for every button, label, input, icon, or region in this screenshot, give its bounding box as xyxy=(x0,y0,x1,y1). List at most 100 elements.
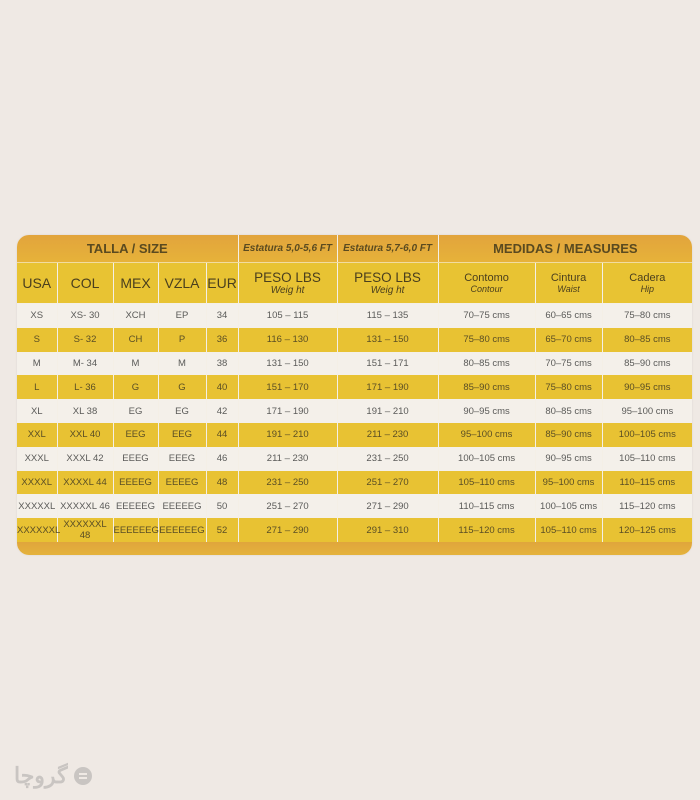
table-cell: 100–105 cms xyxy=(602,422,692,447)
table-cell: 291 – 310 xyxy=(337,518,439,542)
table-cell: 110–115 cms xyxy=(438,494,536,519)
column-sublabel: Waist xyxy=(557,284,580,294)
table-row: XXXXL XXXXL 44 EEEEG EEEEG 48 231 – 250 251 – … xyxy=(17,470,692,495)
column-label: VZLA xyxy=(164,275,200,291)
table-cell: 95–100 cms xyxy=(602,399,692,423)
table-cell: 120–125 cms xyxy=(602,518,692,542)
table-cell: 38 xyxy=(206,351,239,376)
table-row: M M- 34 M M 38 131 – 150 151 – 171 80–85 cms 70–… xyxy=(17,351,692,376)
bottom-band xyxy=(17,541,692,555)
table-cell: 80–85 cms xyxy=(438,351,536,376)
table-cell: 191 – 210 xyxy=(238,422,338,447)
table-cell: EEEEEG xyxy=(113,494,159,519)
table-cell: P xyxy=(158,327,207,352)
table-cell: 34 xyxy=(206,303,239,328)
table-cell: 116 – 130 xyxy=(238,327,338,352)
table-cell: EEEEEEG xyxy=(113,518,159,542)
size-table: TALLA / SIZE Estatura 5,0-5,6 FT Estatur… xyxy=(17,235,692,542)
column-header: Cintura Waist xyxy=(535,262,603,304)
table-cell: M- 34 xyxy=(57,351,114,376)
table-cell: 115 – 135 xyxy=(337,303,439,328)
table-cell: EG xyxy=(113,399,159,423)
table-cell: 100–105 cms xyxy=(535,494,603,519)
table-cell: 75–80 cms xyxy=(438,327,536,352)
table-cell: 105–110 cms xyxy=(602,446,692,471)
table-cell: 115–120 cms xyxy=(602,494,692,519)
talla-size-header: TALLA / SIZE xyxy=(17,235,239,263)
table-cell: 65–70 cms xyxy=(535,327,603,352)
table-cell: S xyxy=(17,327,58,352)
table-row: S S- 32 CH P 36 116 – 130 131 – 150 75–80 cms 65… xyxy=(17,327,692,352)
table-cell: 95–100 cms xyxy=(438,422,536,447)
table-cell: EEEG xyxy=(113,446,159,471)
table-cell: XL xyxy=(17,399,58,423)
column-header: Contomo Contour xyxy=(438,262,536,304)
column-label: EUR xyxy=(207,275,237,291)
table-cell: 171 – 190 xyxy=(238,399,338,423)
column-label: Cintura xyxy=(550,272,587,284)
table-cell: 80–85 cms xyxy=(535,399,603,423)
table-cell: 271 – 290 xyxy=(337,494,439,519)
estatura-2-header: Estatura 5,7-6,0 FT xyxy=(337,235,439,263)
column-label: PESO LBS xyxy=(254,270,321,285)
table-cell: L xyxy=(17,375,58,400)
table-cell: 211 – 230 xyxy=(238,446,338,471)
column-header: VZLA xyxy=(158,262,207,304)
table-cell: 151 – 171 xyxy=(337,351,439,376)
table-cell: 90–95 cms xyxy=(535,446,603,471)
table-cell: EP xyxy=(158,303,207,328)
table-cell: XL 38 xyxy=(57,399,114,423)
table-cell: 60–65 cms xyxy=(535,303,603,328)
column-sublabel: Weig ht xyxy=(370,285,405,296)
table-cell: 40 xyxy=(206,375,239,400)
table-cell: 85–90 cms xyxy=(438,375,536,400)
column-header: USA xyxy=(17,262,58,304)
table-cell: 191 – 210 xyxy=(337,399,439,423)
column-header: Cadera Hip xyxy=(602,262,692,304)
table-cell: EEEEG xyxy=(158,470,207,495)
table-cell: 171 – 190 xyxy=(337,375,439,400)
table-cell: 46 xyxy=(206,446,239,471)
table-cell: XXXXXXL xyxy=(17,518,60,542)
table-cell: XXXXXXL 48 xyxy=(57,518,114,542)
table-cell: 85–90 cms xyxy=(602,351,692,376)
estatura-1-header: Estatura 5,0-5,6 FT xyxy=(238,235,338,263)
table-cell: 105–110 cms xyxy=(438,470,536,495)
table-cell: 70–75 cms xyxy=(438,303,536,328)
column-sublabel: Weig ht xyxy=(270,285,305,296)
table-cell: 131 – 150 xyxy=(337,327,439,352)
table-cell: 105 – 115 xyxy=(238,303,338,328)
column-header: MEX xyxy=(113,262,159,304)
table-cell: 90–95 cms xyxy=(602,375,692,400)
column-label: Contomo xyxy=(464,272,509,284)
table-row: XS XS- 30 XCH EP 34 105 – 115 115 – 135 70–75 c… xyxy=(17,303,692,328)
table-cell: XCH xyxy=(113,303,159,328)
column-header: PESO LBS Weig ht xyxy=(337,262,439,304)
table-cell: G xyxy=(113,375,159,400)
table-cell: 271 – 290 xyxy=(238,518,338,542)
table-cell: XXL 40 xyxy=(57,422,114,447)
table-cell: 48 xyxy=(206,470,239,495)
table-cell: EG xyxy=(158,399,207,423)
table-cell: EEG xyxy=(113,422,159,447)
table-cell: EEEEEG xyxy=(158,494,207,519)
table-row: XXXXXXL XXXXXXL 48 EEEEEEG EEEEEEG 52 271 – 2… xyxy=(17,518,692,542)
column-sublabel: Hip xyxy=(640,284,655,294)
table-cell: M xyxy=(113,351,159,376)
table-cell: 75–80 cms xyxy=(535,375,603,400)
table-row: L L- 36 G G 40 151 – 170 171 – 190 85–90 cms 75–… xyxy=(17,375,692,400)
table-cell: 105–110 cms xyxy=(535,518,603,542)
size-chart: TALLA / SIZE Estatura 5,0-5,6 FT Estatur… xyxy=(17,235,692,555)
table-cell: XS- 30 xyxy=(57,303,114,328)
column-sublabel: Contour xyxy=(470,284,503,294)
table-cell: EEEG xyxy=(158,446,207,471)
table-cell: 110–115 cms xyxy=(602,470,692,495)
table-cell: 75–80 cms xyxy=(602,303,692,328)
table-cell: EEEEEEG xyxy=(158,518,207,542)
table-cell: 90–95 cms xyxy=(438,399,536,423)
table-cell: 42 xyxy=(206,399,239,423)
table-cell: G xyxy=(158,375,207,400)
table-cell: 52 xyxy=(206,518,239,542)
table-cell: M xyxy=(158,351,207,376)
table-cell: 100–105 cms xyxy=(438,446,536,471)
